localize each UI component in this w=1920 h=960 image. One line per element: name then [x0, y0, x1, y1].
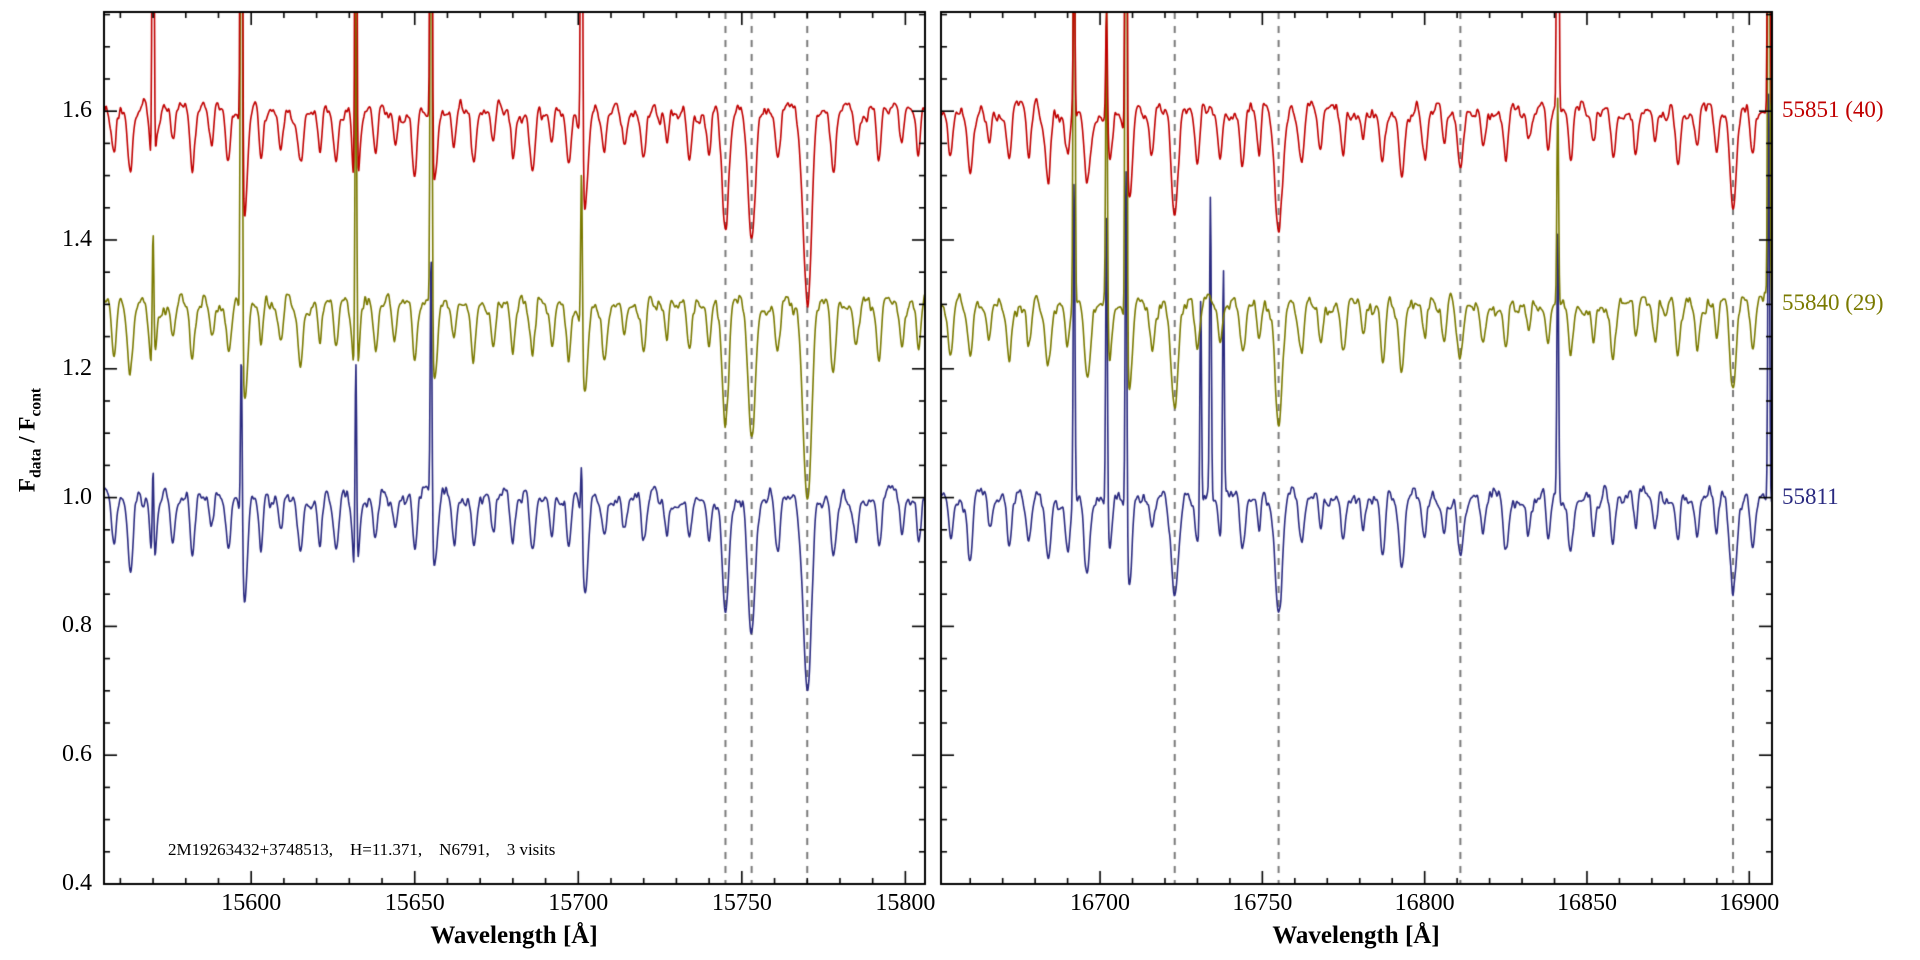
x-tick-label: 16850	[1556, 890, 1617, 916]
y-tick-label: 1.4	[62, 225, 92, 252]
target-annotation: 2M19263432+3748513, H=11.371, N6791, 3 v…	[168, 840, 556, 859]
x-tick-label: 15650	[384, 890, 445, 916]
x-tick-label: 16700	[1070, 890, 1131, 916]
y-tick-label: 1.2	[62, 354, 92, 381]
y-axis-title-sub-cont: cont	[27, 387, 45, 417]
y-axis-title-sub-data: data	[27, 448, 45, 479]
series-label-55851: 55851 (40)	[1782, 97, 1884, 122]
x-axis-title-left: Wavelength [Å]	[430, 922, 598, 949]
x-tick-label: 15700	[548, 890, 609, 916]
y-tick-label: 0.8	[62, 612, 92, 639]
x-tick-label: 16900	[1719, 890, 1780, 916]
x-tick-label: 15750	[711, 890, 772, 916]
y-tick-label: 1.0	[62, 483, 92, 510]
x-tick-label: 16800	[1394, 890, 1455, 916]
y-tick-label: 0.6	[62, 741, 92, 768]
y-axis-title-mid: / F	[14, 416, 40, 449]
series-label-55811: 55811	[1782, 484, 1839, 509]
x-tick-label: 15800	[875, 890, 936, 916]
x-tick-label: 15600	[221, 890, 282, 916]
y-tick-label: 1.6	[62, 97, 92, 124]
x-tick-label: 16750	[1232, 890, 1293, 916]
y-axis-title: Fdata / Fcont	[15, 388, 46, 492]
x-axis-title-right: Wavelength [Å]	[1272, 922, 1440, 949]
y-tick-label: 0.4	[62, 870, 92, 896]
series-label-55840: 55840 (29)	[1782, 290, 1884, 315]
